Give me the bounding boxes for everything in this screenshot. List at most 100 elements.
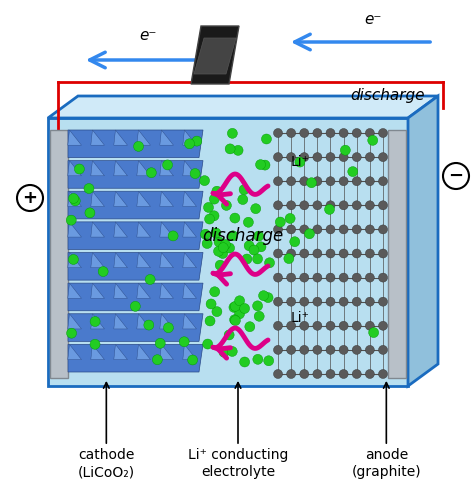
Circle shape	[188, 355, 198, 365]
Circle shape	[263, 293, 273, 303]
Circle shape	[273, 153, 283, 162]
Circle shape	[273, 201, 283, 210]
Circle shape	[210, 194, 219, 204]
Circle shape	[144, 320, 154, 330]
Polygon shape	[183, 222, 196, 237]
Text: electrolyte: electrolyte	[201, 465, 275, 479]
Polygon shape	[114, 283, 128, 298]
Circle shape	[211, 228, 221, 238]
Circle shape	[273, 225, 283, 234]
Circle shape	[221, 201, 231, 210]
Polygon shape	[91, 283, 104, 298]
Circle shape	[240, 357, 250, 367]
Circle shape	[352, 177, 361, 186]
Polygon shape	[68, 130, 203, 158]
Circle shape	[352, 225, 361, 234]
Circle shape	[287, 177, 296, 186]
Circle shape	[313, 297, 322, 306]
Polygon shape	[137, 283, 150, 298]
Text: discharge: discharge	[202, 227, 283, 245]
Circle shape	[253, 301, 263, 311]
Circle shape	[295, 157, 305, 167]
Circle shape	[352, 273, 361, 282]
Polygon shape	[137, 314, 150, 329]
Polygon shape	[183, 252, 196, 268]
Circle shape	[369, 327, 379, 338]
Circle shape	[339, 249, 348, 258]
Circle shape	[273, 249, 283, 258]
Circle shape	[339, 128, 348, 138]
Circle shape	[287, 201, 296, 210]
Circle shape	[203, 339, 213, 349]
Circle shape	[85, 208, 95, 218]
Circle shape	[219, 347, 229, 357]
Circle shape	[352, 369, 361, 379]
Circle shape	[287, 321, 296, 330]
Circle shape	[300, 201, 309, 210]
Circle shape	[379, 321, 388, 330]
Circle shape	[339, 201, 348, 210]
Polygon shape	[137, 191, 150, 206]
Polygon shape	[388, 130, 406, 378]
Circle shape	[262, 134, 272, 144]
Text: anode: anode	[365, 448, 408, 462]
Polygon shape	[91, 130, 104, 145]
Polygon shape	[183, 283, 196, 298]
Polygon shape	[68, 283, 203, 311]
Polygon shape	[68, 252, 203, 280]
Circle shape	[326, 249, 335, 258]
Circle shape	[300, 369, 309, 379]
Circle shape	[254, 311, 264, 321]
Circle shape	[134, 142, 144, 151]
Polygon shape	[194, 38, 236, 74]
Text: discharge: discharge	[351, 88, 425, 103]
Circle shape	[225, 144, 235, 154]
Circle shape	[300, 273, 309, 282]
Circle shape	[300, 177, 309, 186]
Circle shape	[325, 204, 335, 214]
Text: (LiCoO₂): (LiCoO₂)	[78, 465, 135, 479]
Circle shape	[249, 245, 259, 255]
Circle shape	[68, 254, 78, 264]
Circle shape	[326, 153, 335, 162]
Polygon shape	[68, 161, 82, 176]
Circle shape	[339, 177, 348, 186]
Circle shape	[307, 178, 317, 188]
Circle shape	[227, 346, 237, 356]
Circle shape	[365, 369, 374, 379]
Polygon shape	[68, 222, 82, 237]
Text: cathode: cathode	[78, 448, 135, 462]
Circle shape	[66, 328, 77, 338]
Polygon shape	[114, 161, 128, 176]
Circle shape	[69, 193, 79, 203]
Polygon shape	[160, 345, 173, 360]
Polygon shape	[68, 314, 82, 329]
Circle shape	[304, 229, 314, 239]
Polygon shape	[160, 283, 173, 298]
Circle shape	[339, 225, 348, 234]
Circle shape	[326, 201, 335, 210]
Polygon shape	[160, 161, 173, 176]
Circle shape	[300, 249, 309, 258]
Circle shape	[379, 346, 388, 354]
Circle shape	[212, 186, 222, 196]
Circle shape	[206, 299, 216, 309]
Circle shape	[287, 273, 296, 282]
Circle shape	[239, 184, 249, 195]
Circle shape	[229, 315, 239, 325]
Circle shape	[339, 297, 348, 306]
Circle shape	[220, 240, 230, 249]
Circle shape	[379, 273, 388, 282]
Circle shape	[365, 201, 374, 210]
Polygon shape	[68, 161, 203, 188]
Text: Li⁺: Li⁺	[291, 155, 310, 169]
Circle shape	[228, 231, 238, 241]
Polygon shape	[183, 345, 196, 360]
Circle shape	[201, 229, 210, 239]
Polygon shape	[91, 191, 104, 206]
Circle shape	[225, 243, 235, 253]
Circle shape	[379, 225, 388, 234]
Circle shape	[339, 346, 348, 354]
Circle shape	[326, 128, 335, 138]
Circle shape	[368, 135, 378, 145]
